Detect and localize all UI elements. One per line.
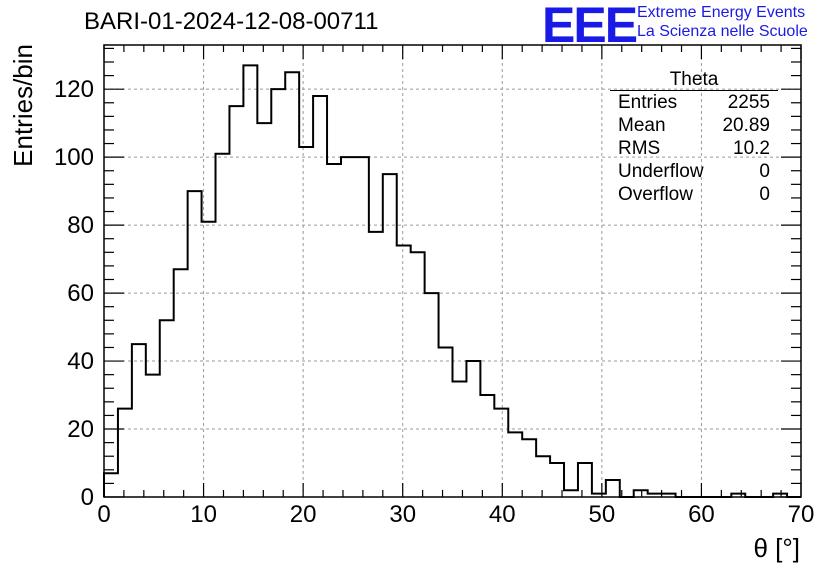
chart-title: BARI-01-2024-12-08-00711	[84, 8, 379, 35]
y-tick-label: 80	[67, 212, 94, 239]
y-tick-label: 60	[67, 280, 94, 307]
x-tick-label: 60	[688, 501, 715, 528]
x-tick-label: 10	[190, 501, 217, 528]
y-tick-label: 120	[54, 76, 94, 103]
stats-box: Theta Entries 2255 Mean 20.89 RMS 10.2 U…	[610, 70, 778, 206]
x-axis-label: θ [°]	[753, 533, 800, 563]
stats-label: Entries	[618, 92, 678, 113]
x-tick-label: 0	[97, 501, 110, 528]
y-tick-label: 20	[67, 416, 94, 443]
plot-frame	[103, 44, 802, 498]
eee-logo: EEE	[542, 0, 638, 53]
x-tick-label: 30	[389, 501, 416, 528]
stats-label: Mean	[618, 115, 666, 136]
stats-label: Overflow	[618, 184, 693, 205]
stats-row-overflow: Overflow 0	[610, 183, 778, 206]
stats-row-entries: Entries 2255	[610, 91, 778, 114]
stats-row-rms: RMS 10.2	[610, 137, 778, 160]
logo-caption-line2: La Scienza nelle Scuole	[637, 23, 808, 40]
stats-row-underflow: Underflow 0	[610, 160, 778, 183]
x-tick-label: 70	[788, 501, 815, 528]
stats-value: 0	[759, 184, 770, 205]
stats-row-mean: Mean 20.89	[610, 114, 778, 137]
y-axis-label: Entries/bin	[8, 44, 38, 167]
y-tick-label: 100	[54, 144, 94, 171]
stats-value: 0	[759, 161, 770, 182]
x-tick-label: 20	[290, 501, 317, 528]
x-tick-label: 40	[489, 501, 516, 528]
stats-value: 2255	[727, 92, 770, 113]
histogram-outline	[103, 64, 801, 498]
x-tick-label: 50	[589, 501, 616, 528]
stats-label: Underflow	[618, 161, 704, 182]
stats-label: RMS	[618, 138, 661, 159]
y-tick-label: 0	[81, 484, 94, 511]
stats-value: 10.2	[733, 138, 770, 159]
logo-caption-line1: Extreme Energy Events	[637, 4, 806, 21]
axis-ticks	[103, 45, 802, 498]
tick-labels: 0 10 20 30 40 50 60 70 0 20 40 60 80 100 120	[54, 76, 814, 528]
stats-value: 20.89	[722, 115, 770, 136]
eee-logo-caption: Extreme Energy Events La Scienza nelle S…	[637, 3, 808, 41]
stats-box-title: Theta	[610, 70, 778, 91]
y-tick-label: 40	[67, 348, 94, 375]
